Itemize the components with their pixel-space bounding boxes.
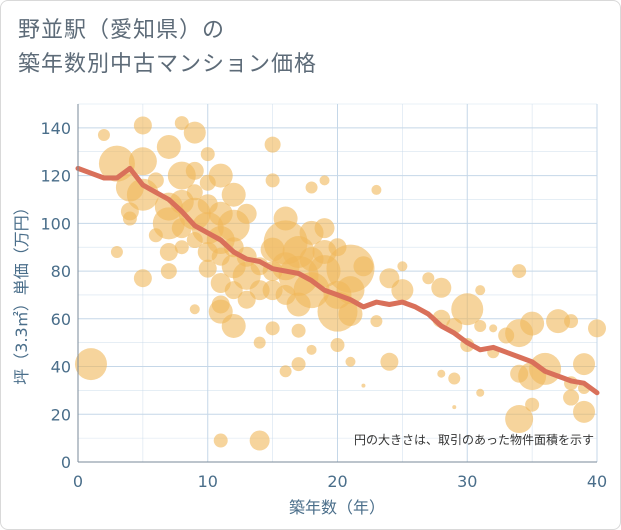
bubble-point	[74, 348, 107, 381]
y-tick-label: 0	[61, 453, 71, 472]
bubble-point	[221, 182, 246, 207]
bubble-point	[265, 173, 280, 188]
bubble-point	[147, 172, 164, 189]
bubble-point	[208, 163, 233, 188]
bubble-point	[380, 352, 399, 371]
bubble-point	[330, 338, 345, 353]
bubble-point	[437, 369, 446, 378]
bubble-size-note: 円の大きさは、取引のあった物件面積を示す	[354, 432, 594, 447]
y-tick-label: 20	[51, 405, 71, 424]
bubble-point	[588, 319, 606, 338]
trend-line	[75, 165, 600, 396]
bubble-point	[110, 245, 123, 258]
bubble-point	[314, 218, 335, 239]
bubble-point	[345, 356, 356, 367]
bubble-point	[291, 357, 306, 372]
bubble-point	[451, 293, 484, 326]
x-tick-label: 20	[327, 472, 347, 491]
bubble-point	[448, 372, 461, 385]
bubble-point	[122, 211, 137, 226]
bubble-point	[156, 134, 181, 159]
bubble-point	[133, 269, 152, 288]
trend-layer	[75, 165, 600, 396]
bubble-point	[200, 147, 215, 162]
y-tick-label: 80	[51, 262, 71, 281]
bubble-point	[474, 319, 487, 332]
bubble-point	[353, 256, 374, 277]
bubble-point	[452, 405, 457, 410]
bubble-point	[391, 279, 414, 302]
bubble-point	[183, 121, 206, 144]
bubble-point	[564, 314, 579, 329]
bubble-point	[249, 430, 270, 451]
y-axis-label: 坪（3.3㎡）単価（万円）	[12, 199, 31, 384]
x-axis-label: 築年数（年）	[289, 498, 385, 517]
y-tick-label: 140	[40, 119, 71, 138]
y-tick-label: 60	[51, 310, 71, 329]
bubble-point	[174, 116, 189, 131]
chart-title: 野並駅（愛知県）の 築年数別中古マンション価格	[18, 14, 578, 82]
bubble-point	[186, 184, 203, 201]
bubble-point	[198, 259, 217, 278]
bubble-point	[305, 181, 318, 194]
bubble-point	[520, 311, 545, 336]
bubble-point	[319, 175, 330, 186]
y-tick-label: 40	[51, 358, 71, 377]
x-tick-label: 0	[73, 472, 83, 491]
y-tick-label: 100	[40, 214, 71, 233]
axes: 0 10 20 30 40 0 20 40 60 80 100 120 140	[40, 104, 607, 491]
bubble-point	[525, 397, 540, 412]
bubble-point	[573, 353, 596, 376]
bubble-point	[221, 313, 246, 338]
bubble-point	[264, 136, 281, 153]
bubble-point	[160, 263, 177, 280]
x-tick-label: 30	[457, 472, 477, 491]
bubble-point	[253, 336, 266, 349]
bubble-point	[476, 388, 485, 397]
bubble-point	[265, 321, 280, 336]
bubble-point	[563, 389, 580, 406]
bubble-point	[338, 302, 363, 327]
bubble-point	[573, 400, 596, 423]
bubble-point	[397, 261, 408, 272]
bubble-point	[97, 129, 110, 142]
bubble-point	[431, 277, 452, 298]
bubble-point	[489, 324, 498, 333]
bubble-point	[128, 147, 157, 176]
chart-title-line2: 築年数別中古マンション価格	[18, 52, 318, 77]
bubble-point	[133, 116, 152, 135]
bubble-point	[422, 272, 435, 285]
x-tick-label: 10	[198, 472, 218, 491]
bubble-point	[236, 203, 257, 224]
bubble-point	[279, 365, 292, 378]
chart-title-line1: 野並駅（愛知県）の	[18, 18, 226, 43]
bubble-point	[475, 285, 486, 296]
bubble-point	[361, 383, 366, 388]
bubble-point	[213, 433, 228, 448]
bubble-point	[306, 344, 317, 355]
bubble-point	[370, 315, 383, 328]
x-tick-label: 40	[587, 472, 607, 491]
bubble-point	[546, 309, 571, 334]
bubble-point	[185, 161, 204, 180]
bubble-point	[291, 323, 306, 338]
bubble-point	[189, 304, 200, 315]
bubble-point	[159, 242, 178, 261]
bubble-point	[505, 405, 534, 434]
bubble-point	[371, 184, 382, 195]
bubble-point	[512, 264, 527, 279]
y-tick-label: 120	[40, 167, 71, 186]
bubble-point	[174, 240, 189, 255]
